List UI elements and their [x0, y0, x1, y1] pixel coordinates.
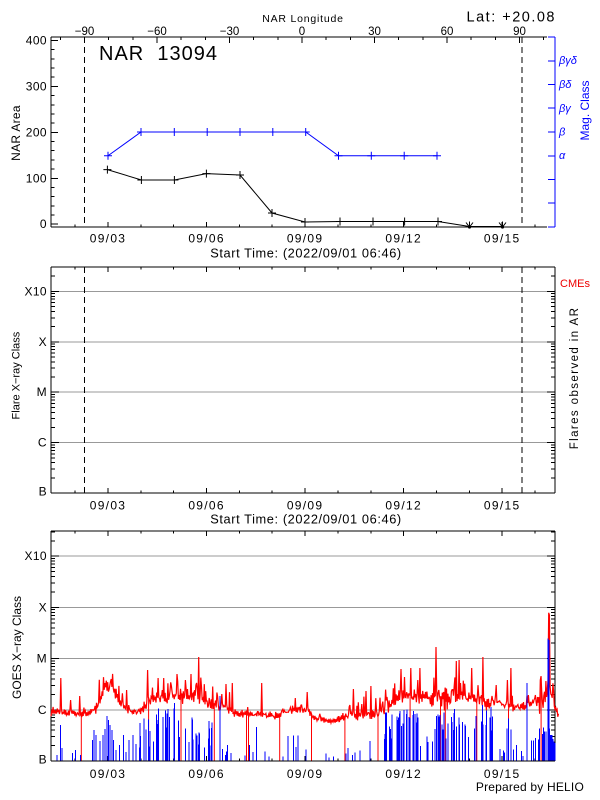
- svg-text:βδ: βδ: [558, 79, 572, 91]
- svg-text:09/03: 09/03: [90, 232, 127, 246]
- svg-text:Lat: +20.08: Lat: +20.08: [467, 10, 556, 26]
- svg-text:200: 200: [26, 125, 47, 139]
- svg-text:09/06: 09/06: [188, 232, 225, 246]
- svg-text:α: α: [559, 150, 566, 162]
- svg-text:C: C: [38, 436, 47, 450]
- svg-text:09/12: 09/12: [385, 767, 422, 781]
- svg-text:09/15: 09/15: [484, 499, 521, 513]
- svg-text:Start Time: (2022/09/01 06:46): Start Time: (2022/09/01 06:46): [210, 246, 402, 261]
- svg-text:X10: X10: [24, 284, 47, 298]
- svg-text:Prepared by HELIO: Prepared by HELIO: [476, 780, 584, 794]
- svg-text:09/03: 09/03: [90, 767, 127, 781]
- svg-text:30: 30: [368, 26, 381, 38]
- svg-text:09/12: 09/12: [385, 232, 422, 246]
- svg-text:B: B: [39, 485, 47, 499]
- svg-text:−60: −60: [147, 26, 167, 38]
- svg-text:β: β: [558, 127, 566, 139]
- svg-text:Start Time: (2022/09/01 06:46): Start Time: (2022/09/01 06:46): [210, 512, 402, 527]
- svg-text:NAR Area: NAR Area: [9, 105, 23, 161]
- svg-text:X10: X10: [24, 549, 47, 563]
- svg-text:βγ: βγ: [558, 103, 572, 115]
- svg-text:60: 60: [441, 26, 454, 38]
- svg-text:NAR 13094: NAR 13094: [99, 43, 218, 65]
- svg-text:M: M: [37, 652, 47, 666]
- svg-text:X: X: [39, 335, 47, 349]
- svg-text:0: 0: [40, 217, 47, 231]
- svg-text:09/09: 09/09: [287, 499, 324, 513]
- svg-text:M: M: [37, 385, 47, 399]
- svg-text:B: B: [39, 753, 47, 767]
- svg-text:−90: −90: [75, 26, 95, 38]
- svg-text:09/06: 09/06: [188, 767, 225, 781]
- svg-text:X: X: [39, 600, 47, 614]
- svg-text:300: 300: [26, 79, 47, 93]
- svg-text:NAR Longitude: NAR Longitude: [262, 13, 344, 25]
- svg-text:400: 400: [26, 34, 47, 48]
- svg-text:C: C: [38, 703, 47, 717]
- svg-text:−30: −30: [220, 26, 240, 38]
- svg-text:Flare X−ray Class: Flare X−ray Class: [10, 331, 22, 419]
- svg-text:09/06: 09/06: [188, 499, 225, 513]
- svg-text:09/12: 09/12: [385, 499, 422, 513]
- svg-text:09/15: 09/15: [484, 232, 521, 246]
- svg-text:09/15: 09/15: [484, 767, 521, 781]
- svg-text:09/09: 09/09: [287, 767, 324, 781]
- svg-text:0: 0: [299, 26, 305, 38]
- svg-text:09/09: 09/09: [287, 232, 324, 246]
- svg-text:CMEs: CMEs: [560, 278, 590, 290]
- svg-text:Mag. Class: Mag. Class: [578, 80, 592, 140]
- svg-text:Flares observed in AR: Flares observed in AR: [569, 307, 581, 450]
- svg-text:βγδ: βγδ: [558, 55, 578, 67]
- svg-text:100: 100: [26, 171, 47, 185]
- svg-text:09/03: 09/03: [90, 499, 127, 513]
- svg-text:GOES X−ray Class: GOES X−ray Class: [10, 596, 24, 699]
- svg-text:90: 90: [513, 26, 526, 38]
